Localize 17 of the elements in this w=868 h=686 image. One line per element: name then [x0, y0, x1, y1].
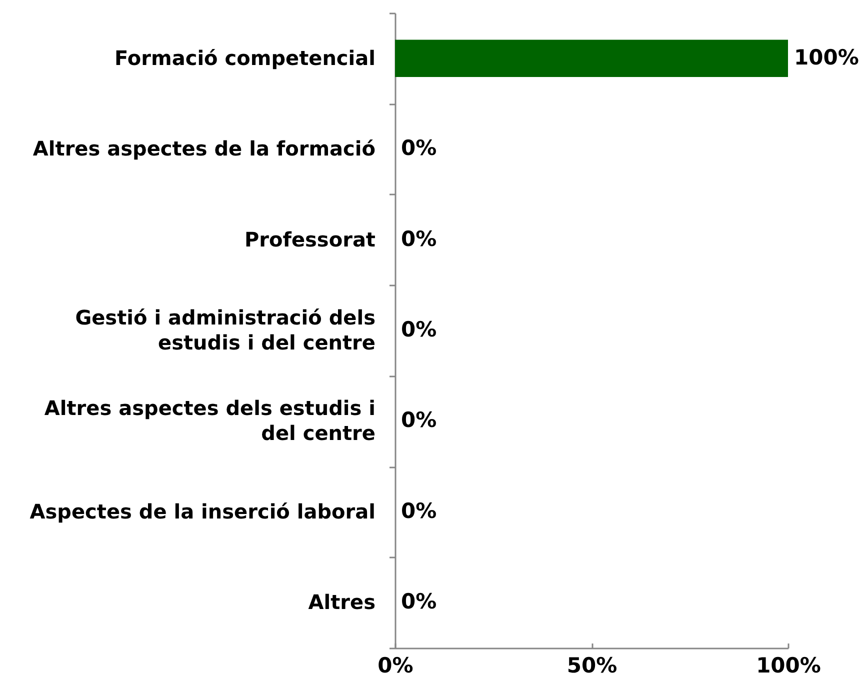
data-label: 0%	[401, 318, 437, 342]
data-label: 0%	[401, 226, 437, 251]
y-tick-label: Gestió i administració dels estudis i del centre	[75, 306, 376, 354]
data-label: 0%	[401, 498, 437, 523]
y-tick-label: Aspectes de la inserció laboral	[30, 499, 376, 524]
y-tick-label: Altres aspectes dels estudis i del centre	[44, 396, 376, 446]
y-tick-label: Altres aspectes de la formació	[32, 136, 376, 161]
data-label: 100%	[794, 45, 859, 70]
data-label: 0%	[401, 136, 437, 160]
data-label: 0%	[401, 590, 437, 614]
y-tick-label: Altres	[308, 590, 376, 614]
y-tick-label: Professorat	[244, 227, 376, 252]
data-label: 0%	[401, 408, 437, 432]
x-tick-label: 0%	[378, 654, 414, 678]
x-tick-label: 50%	[566, 654, 618, 678]
x-tick-label: 100%	[756, 654, 821, 678]
y-tick-label: Formació competencial	[114, 46, 376, 70]
